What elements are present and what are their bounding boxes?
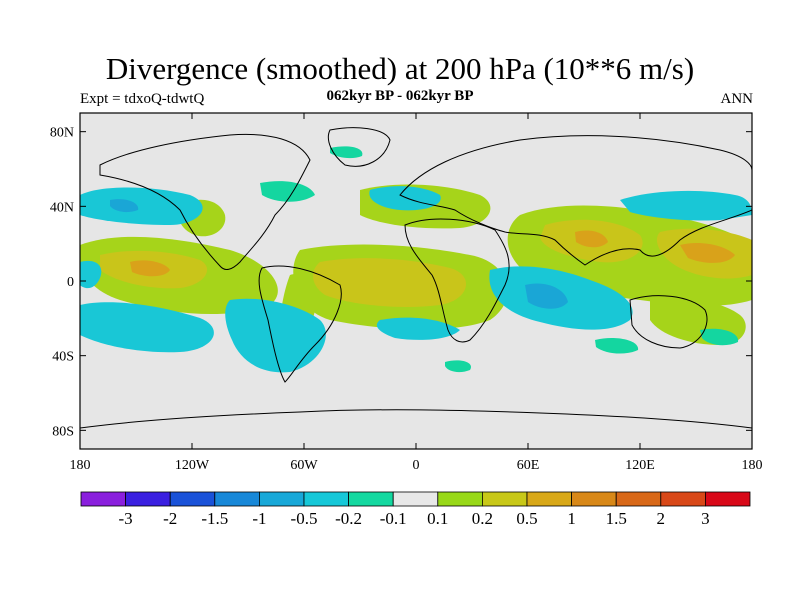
coastline-australia (629, 295, 708, 349)
field-blob (700, 328, 739, 346)
colorbar-label: 3 (701, 509, 710, 528)
field-blob (445, 360, 471, 373)
coastline-south-america (258, 265, 342, 383)
field-blob (575, 230, 608, 248)
field-blob (130, 260, 170, 277)
colorbar-label: -0.2 (335, 509, 362, 528)
colorbar-swatch (392, 491, 439, 507)
field-blob (330, 146, 363, 159)
period-label: 062kyr BP - 062kyr BP (326, 88, 474, 104)
colorbar-label: 0.2 (472, 509, 493, 528)
lon-tick-label: 120E (625, 458, 655, 473)
map-title: Divergence (smoothed) at 200 hPa (10**6 … (105, 51, 695, 86)
lat-tick-label: 40N (50, 200, 74, 215)
lon-tick-label: 60E (517, 458, 540, 473)
latitude-axis: 80N 40N 0 40S 80S (50, 126, 752, 439)
lon-tick-label: 120W (175, 458, 210, 473)
coastline-africa (404, 218, 510, 343)
colorbar-swatch (214, 491, 260, 507)
colorbar-swatch (437, 491, 483, 507)
colorbar-label: -0.5 (291, 509, 318, 528)
field-blob (369, 186, 441, 211)
colorbar-label: -3 (119, 509, 133, 528)
colorbar-swatch (615, 491, 662, 507)
colorbar-swatch (125, 491, 171, 507)
colorbar-swatch (169, 491, 216, 507)
lat-tick-label: 40S (52, 350, 74, 365)
field-blob (525, 283, 568, 309)
field-blob (260, 181, 315, 202)
colorbar-label: 1 (567, 509, 576, 528)
season-label: ANN (720, 91, 754, 107)
lon-tick-label: 60W (290, 458, 318, 473)
coastlines (80, 127, 752, 429)
lat-tick-label: 80N (50, 126, 74, 141)
coastline-greenland (327, 127, 391, 167)
colorbar-swatch (348, 491, 394, 507)
longitude-axis: 180 120W 60W 0 60E 120E 180 (70, 113, 763, 473)
lon-tick-label: 180 (742, 458, 763, 473)
lat-tick-label: 0 (67, 275, 74, 290)
colorbar-label: 0.5 (516, 509, 537, 528)
colorbar-label: -0.1 (380, 509, 407, 528)
colorbar-label: 1.5 (606, 509, 627, 528)
colorbar-label: -1.5 (201, 509, 228, 528)
field-blob (110, 199, 139, 213)
field-blob (620, 190, 752, 221)
field-blob (225, 298, 326, 373)
field-blob (80, 302, 214, 353)
colorbar-label: 2 (657, 509, 666, 528)
colorbar-swatch (303, 491, 349, 507)
lon-tick-label: 180 (70, 458, 91, 473)
coastline-antarctica (80, 409, 752, 429)
colorbar-swatch (481, 491, 528, 507)
lat-tick-label: 80S (52, 424, 74, 439)
colorbar-swatch (660, 491, 706, 507)
coastline-north-america (99, 133, 311, 270)
colorbar-swatch (80, 491, 126, 507)
experiment-label: Expt = tdxoQ-tdwtQ (80, 91, 205, 107)
divergence-field (80, 146, 752, 373)
coastline-europe-asia (399, 135, 752, 266)
colorbar-swatch (571, 491, 617, 507)
colorbar: -3 -2 -1.5 -1 -0.5 -0.2 -0.1 0.1 0.2 0.5 1 1.5 2 3 (80, 491, 751, 528)
colorbar-label: -1 (252, 509, 266, 528)
colorbar-label: 0.1 (427, 509, 448, 528)
field-blob (80, 187, 203, 225)
colorbar-swatch (258, 491, 305, 507)
colorbar-swatch (526, 491, 572, 507)
colorbar-swatch (705, 491, 751, 507)
field-blob (376, 317, 460, 340)
field-blob (680, 243, 735, 263)
lon-tick-label: 0 (413, 458, 420, 473)
colorbar-label: -2 (163, 509, 177, 528)
field-blob (595, 338, 639, 354)
